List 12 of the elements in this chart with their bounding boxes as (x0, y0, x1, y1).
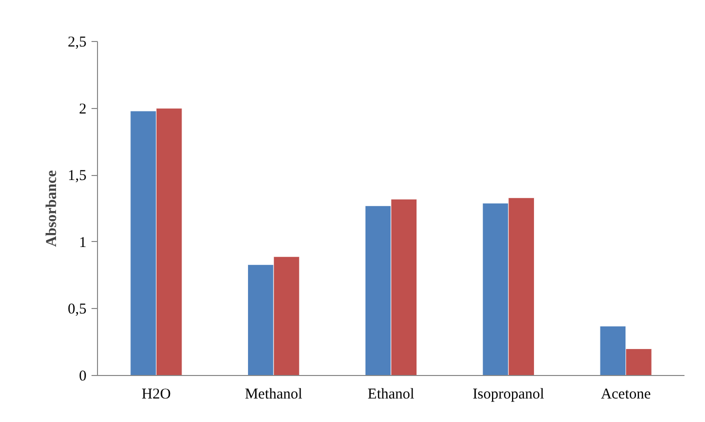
x-tick-label: Acetone (600, 386, 652, 402)
y-tick-label: 0 (79, 368, 86, 384)
y-tick-label: 1,5 (68, 168, 86, 184)
x-tick-label: Isopropanol (472, 386, 544, 402)
x-tick-label: H2O (142, 386, 171, 402)
y-tick-label: 2,5 (68, 34, 86, 50)
y-tick-label: 1 (79, 234, 86, 251)
y-tick-label: 2 (79, 101, 86, 118)
y-axis-title: Absorbance (44, 170, 60, 247)
x-tick-label: Ethanol (368, 386, 414, 402)
y-tick-label: 0,5 (68, 302, 86, 318)
x-tick-label: Methanol (244, 386, 302, 402)
